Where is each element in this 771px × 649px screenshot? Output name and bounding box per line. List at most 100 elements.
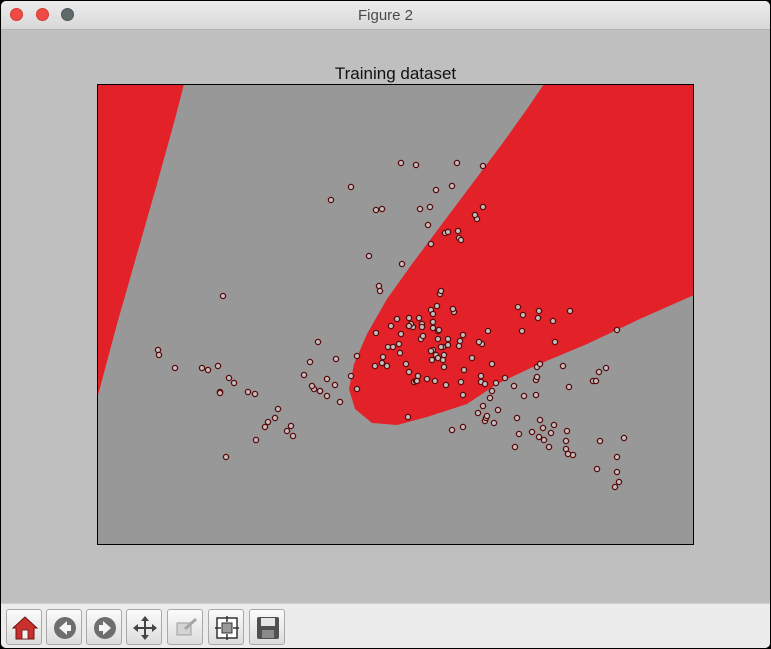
data-point <box>372 206 380 214</box>
data-point <box>435 326 443 334</box>
data-point <box>225 374 233 382</box>
data-point <box>483 412 491 420</box>
data-point <box>376 287 384 295</box>
close-window-button[interactable] <box>10 8 23 21</box>
data-point <box>534 314 542 322</box>
data-point <box>536 416 544 424</box>
data-point <box>204 366 212 374</box>
data-point <box>611 483 619 491</box>
data-point <box>479 402 487 410</box>
title-bar: Figure 2 <box>1 1 770 30</box>
pan-icon <box>133 616 157 640</box>
data-point <box>514 303 522 311</box>
data-point <box>397 159 405 167</box>
data-point <box>510 382 518 390</box>
data-point <box>492 379 500 387</box>
data-point <box>613 453 621 461</box>
subplots-button[interactable] <box>208 609 244 645</box>
data-point <box>353 352 361 360</box>
data-point <box>440 363 448 371</box>
data-point <box>404 413 412 421</box>
data-point <box>442 381 450 389</box>
data-point <box>565 383 573 391</box>
data-point <box>519 311 527 319</box>
back-button[interactable] <box>46 609 82 645</box>
data-point <box>375 282 383 290</box>
data-point <box>532 391 540 399</box>
data-point <box>613 326 621 334</box>
data-point <box>230 379 238 387</box>
data-point <box>347 183 355 191</box>
data-point <box>427 240 435 248</box>
pan-button[interactable] <box>126 609 162 645</box>
data-point <box>405 368 413 376</box>
data-point <box>549 317 557 325</box>
data-point <box>283 427 291 435</box>
data-point <box>459 423 467 431</box>
data-point <box>566 307 574 315</box>
data-point <box>437 287 445 295</box>
data-point <box>449 305 457 313</box>
data-point <box>488 387 496 395</box>
data-point <box>300 371 308 379</box>
data-point <box>615 478 623 486</box>
data-point <box>444 341 452 349</box>
data-point <box>444 335 452 343</box>
data-point <box>474 409 482 417</box>
data-point <box>198 364 206 372</box>
data-point <box>415 314 423 322</box>
save-button[interactable] <box>249 609 285 645</box>
data-point <box>378 205 386 213</box>
data-point <box>432 186 440 194</box>
data-point <box>486 394 494 402</box>
data-point <box>540 436 548 444</box>
data-point <box>602 364 610 372</box>
data-point <box>479 162 487 170</box>
data-point <box>562 437 570 445</box>
data-point <box>511 443 519 451</box>
data-point <box>427 347 435 355</box>
plot-area <box>97 84 694 545</box>
data-point <box>453 159 461 167</box>
data-point <box>219 292 227 300</box>
data-point <box>252 436 260 444</box>
data-point <box>395 340 403 348</box>
data-point <box>365 252 373 260</box>
data-point <box>323 392 331 400</box>
data-point <box>434 354 442 362</box>
minimize-window-button[interactable] <box>36 8 49 21</box>
data-point <box>528 428 536 436</box>
data-point <box>513 414 521 422</box>
data-point <box>520 392 528 400</box>
data-point <box>490 419 498 427</box>
data-point <box>457 378 465 386</box>
data-point <box>479 203 487 211</box>
data-point <box>459 391 467 399</box>
data-point <box>332 355 340 363</box>
data-point <box>316 387 324 395</box>
data-point <box>398 260 406 268</box>
home-button[interactable] <box>6 609 42 645</box>
subplots-config-icon <box>215 616 239 640</box>
figure-canvas[interactable]: Training dataset <box>1 30 770 603</box>
zoom-window-button[interactable] <box>61 8 74 21</box>
data-point <box>550 421 558 429</box>
data-point <box>620 434 628 442</box>
data-point <box>460 366 468 374</box>
decision-region-upper-left <box>97 84 184 399</box>
data-point <box>387 322 395 330</box>
window-title: Figure 2 <box>357 7 414 24</box>
data-point <box>494 406 502 414</box>
data-point <box>440 351 448 359</box>
data-point <box>222 453 230 461</box>
data-point <box>429 310 437 318</box>
data-point <box>536 360 544 368</box>
data-point <box>264 418 272 426</box>
data-point <box>533 373 541 381</box>
data-point <box>327 196 335 204</box>
forward-button[interactable] <box>86 609 122 645</box>
data-point <box>535 307 543 315</box>
data-point <box>484 327 492 335</box>
zoom-button[interactable] <box>167 609 203 645</box>
data-point <box>214 362 222 370</box>
